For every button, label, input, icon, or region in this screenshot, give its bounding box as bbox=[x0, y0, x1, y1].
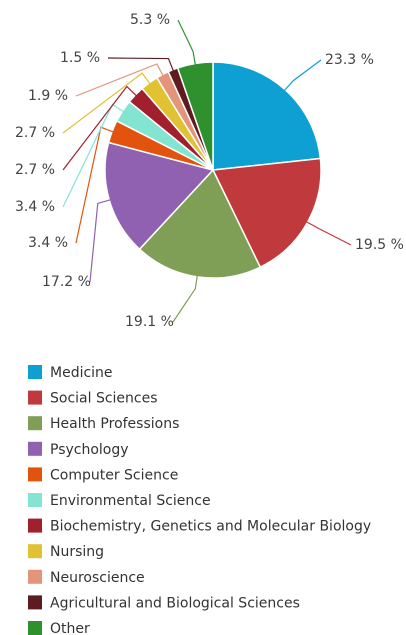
leader-line bbox=[62, 85, 138, 171]
legend-swatch bbox=[28, 518, 42, 533]
data-label: 3.4 % bbox=[28, 235, 68, 251]
legend-label: Medicine bbox=[50, 365, 113, 381]
data-label: 19.1 % bbox=[125, 314, 174, 330]
data-label: 17.2 % bbox=[42, 274, 91, 290]
leader-line bbox=[283, 59, 322, 92]
pie-slice bbox=[212, 61, 322, 171]
legend-label: Computer Science bbox=[50, 467, 178, 483]
legend-label: Agricultural and Biological Sciences bbox=[50, 595, 300, 611]
legend-label: Social Sciences bbox=[50, 391, 158, 407]
legend-swatch bbox=[28, 416, 42, 431]
leader-line bbox=[89, 198, 112, 283]
data-label: 19.5 % bbox=[355, 237, 404, 253]
leader-line bbox=[75, 63, 164, 97]
legend-swatch bbox=[28, 365, 42, 379]
legend-swatch bbox=[28, 467, 42, 482]
leader-line bbox=[177, 19, 197, 66]
leader-line bbox=[62, 72, 151, 134]
legend-label: Environmental Science bbox=[50, 493, 211, 509]
legend-label: Other bbox=[50, 621, 90, 635]
legend-label: Neuroscience bbox=[50, 570, 145, 586]
legend-swatch bbox=[28, 569, 42, 584]
data-label: 1.9 % bbox=[28, 88, 68, 104]
legend-swatch bbox=[28, 441, 42, 456]
legend-label: Psychology bbox=[50, 442, 129, 458]
data-label: 2.7 % bbox=[15, 162, 55, 178]
legend-label: Nursing bbox=[50, 544, 104, 560]
legend-label: Health Professions bbox=[50, 416, 179, 432]
data-label: 5.3 % bbox=[130, 12, 170, 28]
data-label: 3.4 % bbox=[15, 199, 55, 215]
data-label: 2.7 % bbox=[15, 125, 55, 141]
data-label: 23.3 % bbox=[325, 52, 374, 68]
legend-swatch bbox=[28, 621, 42, 635]
data-label: 1.5 % bbox=[60, 50, 100, 66]
leader-line bbox=[305, 220, 352, 246]
leader-line bbox=[172, 274, 198, 323]
legend-swatch bbox=[28, 544, 42, 559]
legend-swatch bbox=[28, 390, 42, 405]
legend-swatch bbox=[28, 595, 42, 610]
legend-label: Biochemistry, Genetics and Molecular Bio… bbox=[50, 519, 371, 535]
leader-line bbox=[107, 57, 175, 72]
legend-swatch bbox=[28, 493, 42, 507]
